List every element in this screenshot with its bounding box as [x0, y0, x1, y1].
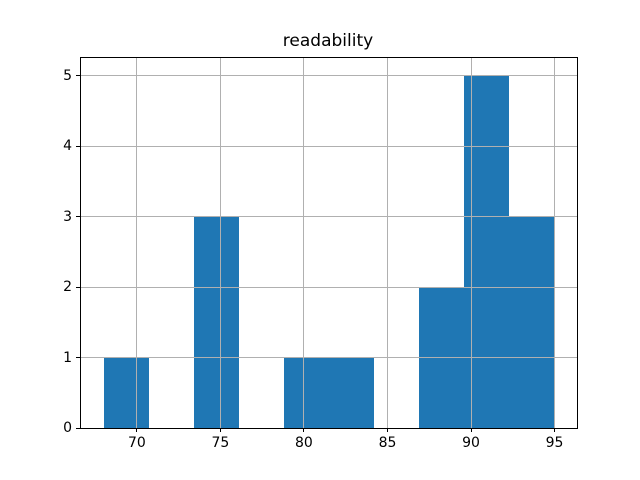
x-tick-mark — [470, 428, 472, 432]
plot-area — [80, 57, 578, 429]
y-gridline — [81, 75, 577, 77]
histogram-bar — [103, 357, 149, 428]
x-gridline — [470, 58, 472, 428]
x-tick-label: 70 — [127, 435, 146, 451]
y-tick-mark — [76, 75, 80, 77]
x-gridline — [554, 58, 555, 428]
x-tick-mark — [219, 428, 221, 432]
histogram-bar — [464, 75, 510, 428]
x-tick-label: 95 — [545, 435, 564, 451]
x-tick-mark — [554, 428, 555, 432]
y-tick-label: 4 — [63, 138, 72, 155]
y-tick-label: 5 — [63, 67, 72, 84]
histogram-bar — [329, 357, 375, 428]
y-gridline — [81, 216, 577, 218]
x-gridline — [219, 58, 221, 428]
x-tick-label: 80 — [294, 435, 313, 451]
x-tick-mark — [387, 428, 388, 432]
x-tick-label: 90 — [462, 435, 480, 451]
y-tick-mark — [76, 286, 80, 288]
grid-layer — [81, 58, 577, 428]
x-gridline — [303, 58, 305, 428]
x-tick-label: 85 — [378, 435, 397, 451]
y-gridline — [81, 145, 577, 147]
x-gridline — [136, 58, 138, 428]
chart-title: readability — [282, 31, 374, 51]
y-tick-label: 2 — [63, 279, 72, 295]
y-tick-label: 1 — [63, 349, 72, 366]
x-gridline — [387, 58, 388, 428]
x-tick-mark — [136, 428, 138, 432]
y-gridline — [81, 357, 577, 358]
y-tick-mark — [76, 216, 80, 218]
y-tick-mark — [76, 427, 80, 429]
x-tick-label: 75 — [211, 435, 230, 451]
histogram-bar — [283, 357, 329, 428]
histogram-bar — [193, 216, 239, 428]
histogram-bar — [509, 216, 555, 428]
x-tick-mark — [303, 428, 305, 432]
y-tick-mark — [76, 357, 80, 358]
y-tick-mark — [76, 145, 80, 147]
y-gridline — [81, 286, 577, 288]
y-tick-label: 0 — [63, 420, 72, 436]
y-tick-label: 3 — [63, 208, 72, 225]
